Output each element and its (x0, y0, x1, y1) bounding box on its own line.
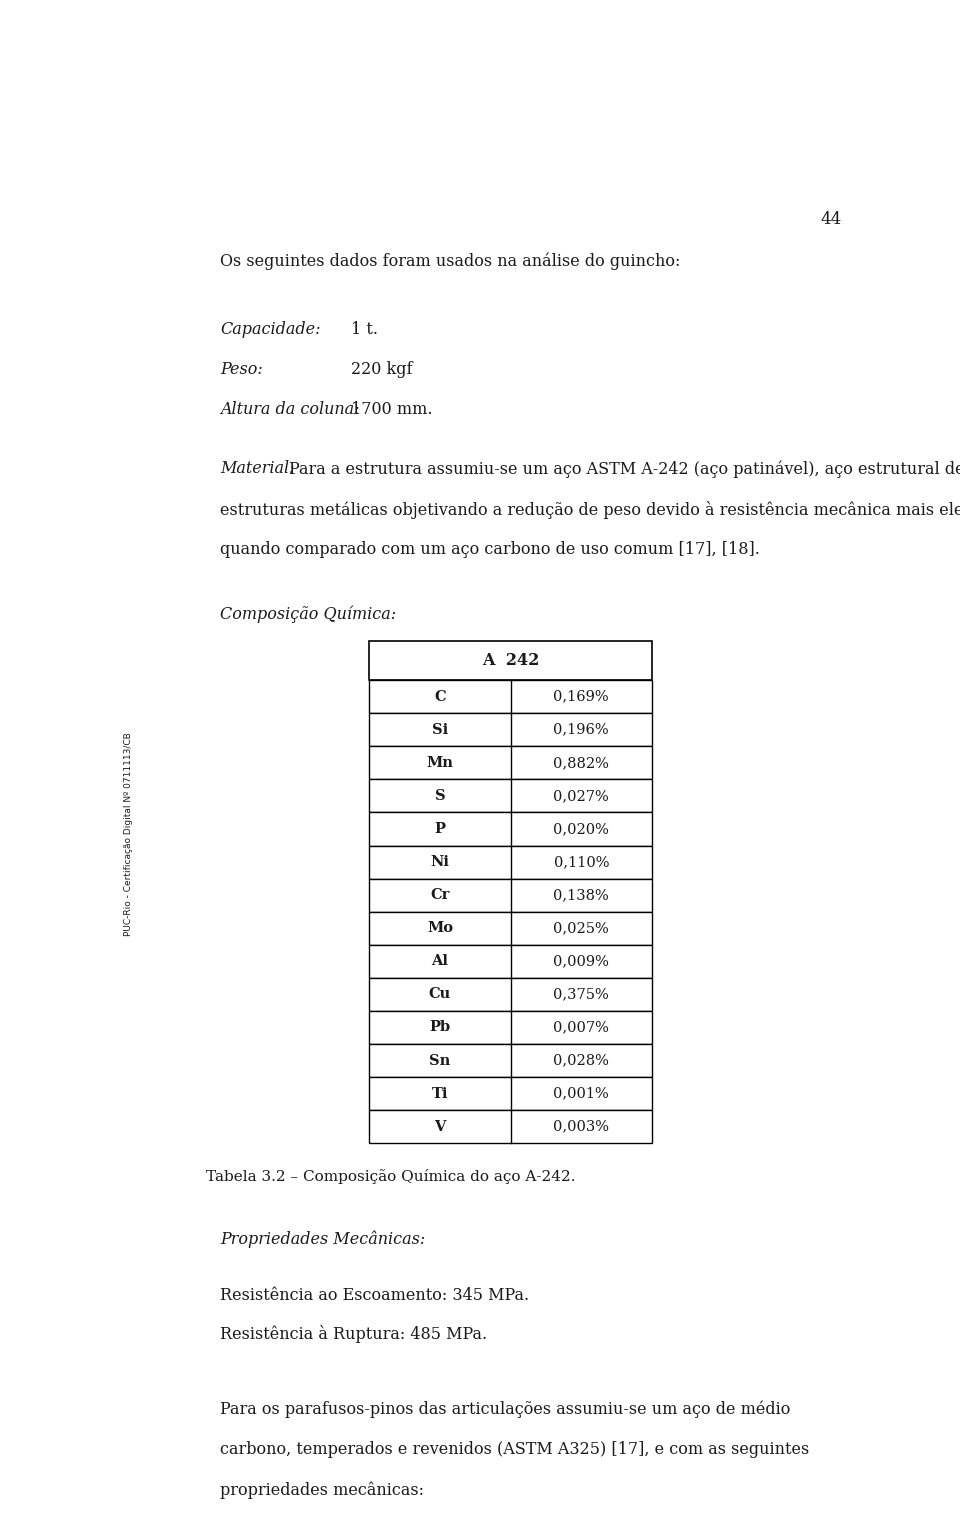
Text: C: C (434, 690, 445, 704)
Bar (370, 879, 652, 911)
Text: Peso:: Peso: (221, 362, 263, 379)
Text: 0,003%: 0,003% (553, 1120, 610, 1134)
Text: Sn: Sn (429, 1054, 450, 1068)
Text: quando comparado com um aço carbono de uso comum [17], [18].: quando comparado com um aço carbono de u… (221, 542, 760, 558)
Text: Si: Si (432, 723, 448, 736)
Text: 0,007%: 0,007% (553, 1020, 610, 1034)
Text: Mo: Mo (427, 922, 453, 936)
Text: Os seguintes dados foram usados na análise do guincho:: Os seguintes dados foram usados na análi… (221, 253, 681, 270)
Text: 0,001%: 0,001% (553, 1086, 610, 1100)
Bar (370, 641, 652, 680)
Text: Resistência à Ruptura: 485 MPa.: Resistência à Ruptura: 485 MPa. (221, 1325, 488, 1344)
Text: estruturas metálicas objetivando a redução de peso devido à resistência mecânica: estruturas metálicas objetivando a reduç… (221, 500, 960, 518)
Bar (370, 977, 652, 1011)
Bar (370, 845, 652, 879)
Text: Para os parafusos-pinos das articulações assumiu-se um aço de médio: Para os parafusos-pinos das articulações… (221, 1401, 791, 1419)
Text: 0,169%: 0,169% (554, 690, 609, 704)
Text: Resistência ao Escoamento: 345 MPa.: Resistência ao Escoamento: 345 MPa. (221, 1287, 530, 1304)
Text: 44: 44 (821, 212, 842, 229)
Text: 0,025%: 0,025% (553, 922, 610, 936)
Text: 0,375%: 0,375% (553, 988, 610, 1002)
Text: Pb: Pb (429, 1020, 450, 1034)
Bar (370, 1111, 652, 1143)
Text: 1 t.: 1 t. (350, 321, 377, 337)
Text: carbono, temperados e revenidos (ASTM A325) [17], e com as seguintes: carbono, temperados e revenidos (ASTM A3… (221, 1440, 809, 1457)
Text: 0,009%: 0,009% (553, 954, 610, 968)
Text: Ti: Ti (432, 1086, 448, 1100)
Text: 0,020%: 0,020% (553, 822, 610, 836)
Text: 0,882%: 0,882% (553, 756, 610, 770)
Text: P: P (435, 822, 445, 836)
Text: Ni: Ni (430, 854, 449, 870)
Bar (370, 680, 652, 713)
Bar (370, 713, 652, 747)
Text: Mn: Mn (426, 756, 453, 770)
Text: S: S (435, 788, 445, 802)
Text: Cr: Cr (430, 888, 449, 902)
Bar (370, 945, 652, 977)
Text: Altura da coluna:: Altura da coluna: (221, 402, 360, 419)
Text: 0,138%: 0,138% (553, 888, 610, 902)
Text: Cu: Cu (429, 988, 451, 1002)
Text: 1700 mm.: 1700 mm. (350, 402, 432, 419)
Text: propriedades mecânicas:: propriedades mecânicas: (221, 1480, 424, 1499)
Text: A  242: A 242 (482, 652, 540, 669)
Bar (370, 747, 652, 779)
Text: Para a estrutura assumiu-se um aço ASTM A-242 (aço patinável), aço estrutural de: Para a estrutura assumiu-se um aço ASTM … (289, 460, 960, 479)
Text: Material:: Material: (221, 460, 295, 477)
Bar (370, 911, 652, 945)
Text: 220 kgf: 220 kgf (350, 362, 412, 379)
Bar (370, 1045, 652, 1077)
Text: Propriedades Mecânicas:: Propriedades Mecânicas: (221, 1230, 425, 1249)
Text: PUC-Rio - Certificação Digital Nº 0711113/CB: PUC-Rio - Certificação Digital Nº 071111… (125, 732, 133, 936)
Bar (370, 813, 652, 845)
Text: 0,110%: 0,110% (554, 854, 609, 870)
Text: Composição Química:: Composição Química: (221, 606, 396, 623)
Text: Al: Al (431, 954, 448, 968)
Text: 0,196%: 0,196% (554, 723, 609, 736)
Text: V: V (434, 1120, 445, 1134)
Text: Tabela 3.2 – Composição Química do aço A-242.: Tabela 3.2 – Composição Química do aço A… (205, 1169, 575, 1184)
Bar (370, 1077, 652, 1111)
Bar (370, 779, 652, 813)
Text: 0,028%: 0,028% (553, 1054, 610, 1068)
Text: Capacidade:: Capacidade: (221, 321, 321, 337)
Text: 0,027%: 0,027% (553, 788, 610, 802)
Bar (370, 1011, 652, 1045)
